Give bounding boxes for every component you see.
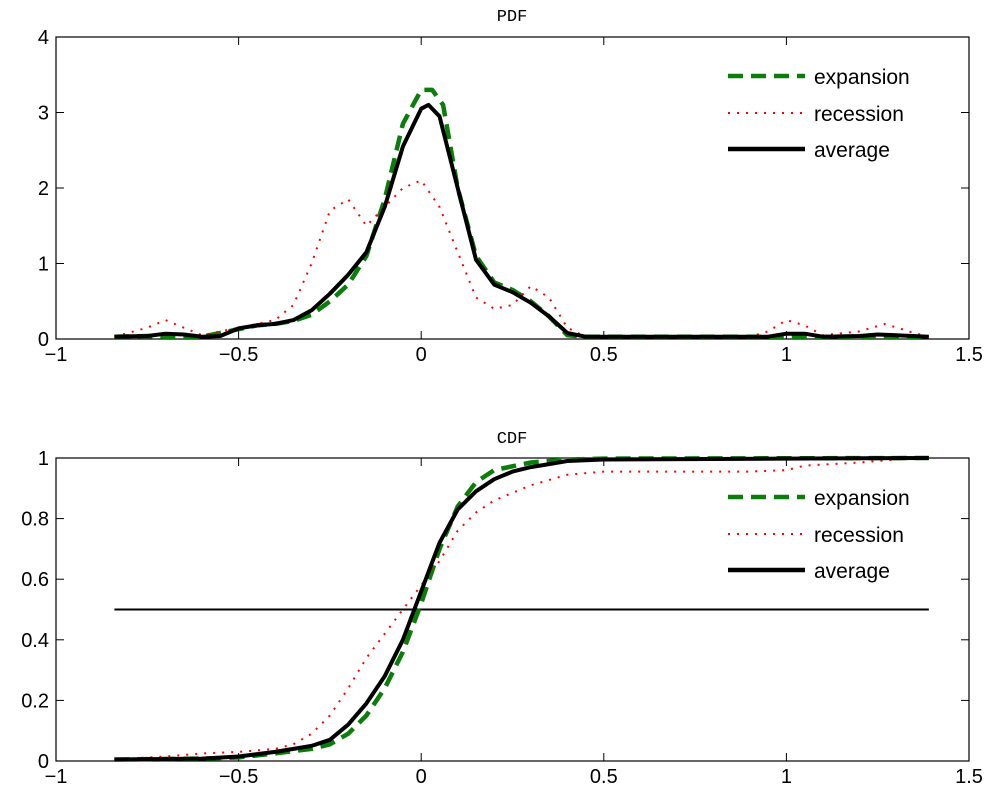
x-tick-label: 0.5 bbox=[590, 344, 618, 366]
series-line-recession bbox=[114, 179, 930, 338]
x-tick-label: 0.5 bbox=[590, 766, 618, 788]
x-tick-label: −1 bbox=[45, 344, 68, 366]
legend-label-average: average bbox=[814, 139, 890, 162]
y-tick-label: 0 bbox=[38, 329, 49, 351]
y-tick-label: 0.2 bbox=[21, 690, 49, 712]
series-line-average bbox=[114, 456, 929, 762]
y-tick-label: 1 bbox=[38, 254, 49, 276]
legend-label-average: average bbox=[814, 560, 890, 583]
y-tick-label: 4 bbox=[38, 27, 49, 49]
legend-label-recession: recession bbox=[814, 524, 904, 547]
cdf-panel: CDF −1 −0.5 0 0.5 1 1.5 0 0.2 0.4 0.6 0.8 1 expansi… bbox=[21, 430, 983, 788]
pdf-title: PDF bbox=[497, 8, 528, 27]
x-tick-label: 1.5 bbox=[955, 344, 983, 366]
x-tick-label: 0 bbox=[416, 344, 427, 366]
cdf-legend: expansion recession average bbox=[728, 487, 910, 583]
y-tick-label: 0.4 bbox=[21, 630, 49, 652]
y-tick-label: 3 bbox=[38, 103, 49, 125]
x-tick-label: 1 bbox=[781, 344, 792, 366]
pdf-tick-labels: −1 −0.5 0 0.5 1 1.5 0 1 2 3 4 bbox=[38, 27, 983, 366]
pdf-plot-lines bbox=[114, 87, 930, 339]
x-tick-label: 1 bbox=[781, 766, 792, 788]
cdf-plot-lines bbox=[114, 455, 929, 762]
y-tick-label: 1 bbox=[38, 448, 49, 470]
legend-label-expansion: expansion bbox=[814, 66, 910, 89]
y-tick-label: 0.8 bbox=[21, 509, 49, 531]
x-tick-label: 1.5 bbox=[955, 766, 983, 788]
x-tick-label: 0 bbox=[416, 766, 427, 788]
x-tick-label: −1 bbox=[45, 766, 68, 788]
x-tick-label: −0.5 bbox=[219, 344, 258, 366]
y-tick-label: 2 bbox=[38, 178, 49, 200]
y-tick-label: 0.6 bbox=[21, 569, 49, 591]
legend-label-recession: recession bbox=[814, 103, 904, 126]
cdf-title: CDF bbox=[497, 430, 528, 449]
pdf-panel: PDF −1 −0.5 0 0.5 1 1.5 0 1 2 3 4 expansion recess… bbox=[38, 8, 983, 366]
y-tick-label: 0 bbox=[38, 751, 49, 773]
pdf-legend: expansion recession average bbox=[728, 66, 910, 162]
legend-label-expansion: expansion bbox=[814, 487, 910, 510]
cdf-axes-box bbox=[55, 457, 970, 762]
cdf-tick-labels: −1 −0.5 0 0.5 1 1.5 0 0.2 0.4 0.6 0.8 1 bbox=[21, 448, 983, 788]
x-tick-label: −0.5 bbox=[219, 766, 258, 788]
series-line-average bbox=[114, 102, 929, 339]
series-line-expansion bbox=[114, 455, 929, 762]
